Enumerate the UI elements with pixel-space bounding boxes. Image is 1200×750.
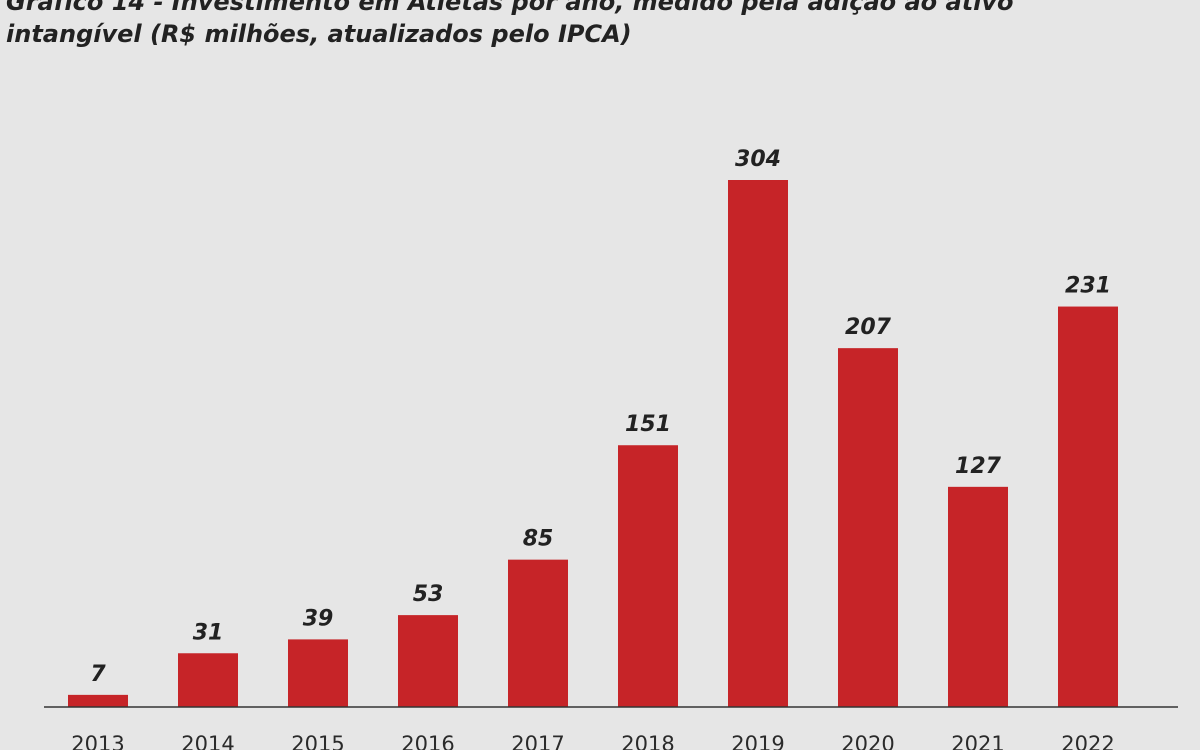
- value-label-2021: 127: [955, 454, 1002, 479]
- x-tick-label-2021: 2021: [951, 732, 1004, 750]
- bar-2015: [288, 639, 348, 707]
- x-tick-label-2014: 2014: [181, 732, 234, 750]
- x-tick-label-2017: 2017: [511, 732, 564, 750]
- bar-2018: [618, 445, 678, 707]
- chart-title-line-2: intangível (R$ milhões, atualizados pelo…: [6, 20, 632, 48]
- bar-2017: [508, 559, 568, 707]
- bar-2020: [838, 348, 898, 707]
- x-tick-label-2015: 2015: [291, 732, 344, 750]
- x-tick-label-2019: 2019: [731, 732, 784, 750]
- value-label-2015: 39: [303, 606, 334, 631]
- x-tick-labels-group: 2013 2014 2015 2016 2017 2018 2019 2020 2021 2022: [71, 732, 1114, 750]
- chart-title: Gráfico 14 - Investimento em Atletas por…: [6, 0, 1196, 50]
- value-label-2013: 7: [90, 662, 106, 687]
- value-label-2014: 31: [193, 620, 224, 645]
- x-tick-label-2020: 2020: [841, 732, 894, 750]
- bar-2021: [948, 486, 1008, 707]
- bar-2019: [728, 180, 788, 707]
- bar-2016: [398, 615, 458, 707]
- chart-title-line-1: Gráfico 14 - Investimento em Atletas por…: [6, 0, 1014, 16]
- bars-group: [68, 180, 1118, 707]
- x-tick-label-2018: 2018: [621, 732, 674, 750]
- value-label-2016: 53: [413, 582, 444, 607]
- bar-2022: [1058, 306, 1118, 707]
- bar-2013: [68, 694, 128, 707]
- value-label-2017: 85: [523, 527, 554, 552]
- x-tick-label-2016: 2016: [401, 732, 454, 750]
- value-labels-group: 7 31 39 53 85 151 304 207 127 231: [90, 147, 1111, 687]
- value-label-2018: 151: [625, 412, 671, 437]
- bar-2014: [178, 653, 238, 707]
- x-tick-label-2013: 2013: [71, 732, 124, 750]
- value-label-2019: 304: [735, 147, 781, 172]
- x-tick-label-2022: 2022: [1061, 732, 1114, 750]
- value-label-2020: 207: [845, 315, 892, 340]
- value-label-2022: 231: [1065, 274, 1111, 299]
